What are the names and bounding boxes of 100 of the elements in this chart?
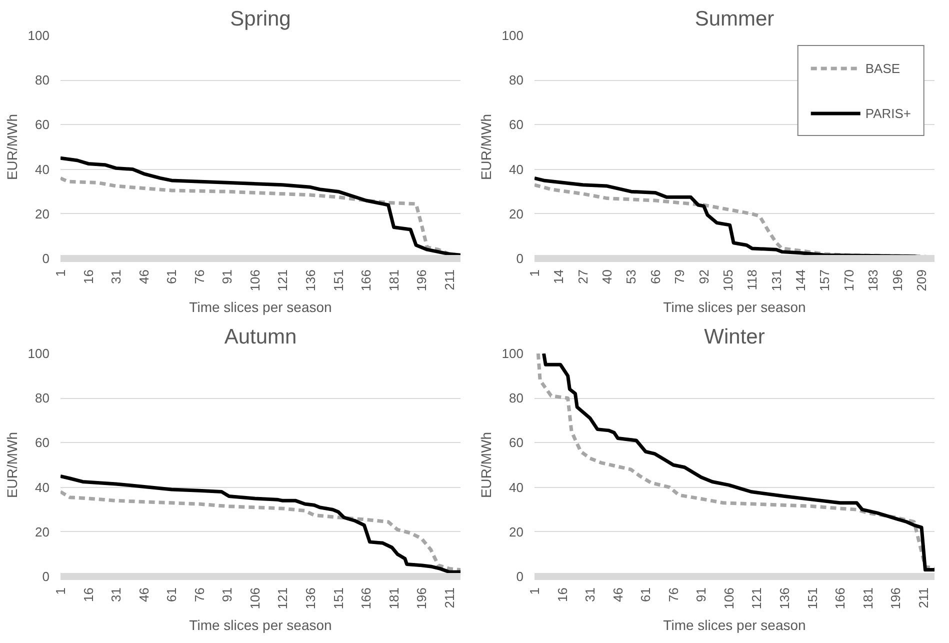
x-tick-label: 76 (192, 269, 207, 284)
x-tick-label: 196 (414, 587, 430, 610)
x-tick-label: 105 (720, 269, 736, 292)
line-series (60, 490, 460, 572)
x-tick-label: 61 (164, 587, 180, 602)
x-tick-label: 31 (108, 587, 124, 602)
legend-label: BASE (865, 60, 900, 76)
x-tick-label: 166 (358, 587, 374, 610)
y-tick-label: 0 (42, 251, 50, 266)
x-tick-label: 1 (53, 587, 68, 595)
x-tick-label: 144 (793, 269, 808, 292)
x-tick-label: 14 (551, 269, 566, 284)
x-axis-title: Time slices per season (189, 617, 332, 634)
x-tick-label: 211 (916, 587, 931, 608)
y-tick-label: 20 (509, 206, 524, 222)
x-tick-label: 209 (914, 269, 929, 292)
x-tick-label: 181 (386, 269, 402, 292)
y-tick-label: 40 (35, 480, 50, 495)
x-tick-label: 136 (303, 269, 318, 292)
x-tick-label: 181 (386, 587, 402, 610)
x-tick-label: 92 (696, 269, 712, 284)
y-tick-label: 40 (509, 480, 524, 495)
y-tick-label: 100 (502, 28, 524, 43)
chart-title: Spring (230, 8, 291, 30)
y-tick-label: 60 (509, 435, 524, 450)
x-tick-label: 79 (672, 269, 688, 284)
line-series (60, 156, 460, 257)
y-tick-label: 80 (35, 72, 50, 88)
x-axis-title: Time slices per season (189, 299, 332, 316)
x-tick-label: 196 (890, 269, 905, 292)
x-tick-label: 16 (80, 269, 96, 284)
x-tick-label: 121 (749, 587, 764, 610)
y-tick-label: 100 (28, 28, 50, 43)
y-tick-label: 100 (502, 346, 524, 361)
x-tick-label: 106 (721, 587, 736, 610)
x-tick-label: 46 (610, 587, 626, 602)
y-tick-label: 60 (509, 117, 524, 132)
x-tick-label: 31 (108, 269, 124, 284)
legend-label: PARIS+ (865, 106, 911, 120)
y-tick-label: 60 (35, 117, 50, 132)
y-tick-label: 80 (35, 390, 50, 406)
x-tick-label: 66 (648, 269, 663, 284)
x-axis-title: Time slices per season (663, 299, 806, 316)
x-tick-label: 27 (575, 269, 590, 284)
y-tick-label: 80 (509, 390, 524, 406)
x-tick-label: 106 (247, 587, 262, 610)
x-tick-label: 151 (330, 269, 346, 292)
x-tick-label: 211 (442, 269, 457, 290)
y-tick-label: 20 (509, 524, 524, 540)
x-tick-label: 76 (192, 587, 207, 602)
x-tick-label: 91 (220, 269, 235, 284)
chart-title: Summer (694, 8, 774, 30)
x-tick-label: 183 (866, 269, 881, 292)
y-tick-label: 0 (516, 251, 524, 266)
x-tick-label: 31 (582, 587, 598, 602)
x-axis-title: Time slices per season (663, 617, 806, 634)
y-tick-label: 0 (516, 569, 524, 584)
line-series (60, 474, 460, 574)
x-tick-label: 181 (860, 587, 876, 610)
y-tick-label: 80 (509, 72, 524, 88)
y-tick-label: 20 (35, 206, 50, 222)
y-tick-label: 20 (35, 524, 50, 540)
x-tick-label: 118 (744, 269, 760, 290)
x-tick-label: 91 (694, 587, 709, 602)
y-axis-title: EUR/MWh (478, 432, 494, 498)
x-tick-label: 61 (164, 269, 180, 284)
y-tick-label: 100 (28, 346, 50, 361)
y-axis-title: EUR/MWh (4, 114, 20, 180)
x-tick-label: 136 (303, 587, 318, 610)
y-tick-label: 40 (35, 162, 50, 177)
x-tick-label: 196 (414, 269, 430, 292)
x-tick-label: 40 (600, 269, 615, 284)
chart-title: Winter (704, 326, 765, 348)
x-tick-label: 46 (136, 587, 152, 602)
x-tick-label: 136 (777, 587, 792, 610)
x-tick-label: 76 (666, 587, 681, 602)
y-axis-title: EUR/MWh (4, 432, 20, 498)
x-tick-label: 16 (80, 587, 96, 602)
x-tick-label: 1 (527, 269, 542, 277)
x-tick-label: 46 (136, 269, 152, 284)
x-tick-label: 211 (442, 587, 457, 608)
x-tick-label: 196 (888, 587, 904, 610)
x-tick-label: 166 (832, 587, 848, 610)
chart-title: Autumn (224, 326, 297, 348)
x-tick-label: 61 (638, 587, 654, 602)
x-tick-label: 1 (527, 587, 542, 595)
x-tick-label: 106 (247, 269, 262, 292)
x-tick-label: 170 (841, 269, 856, 292)
x-tick-label: 121 (275, 269, 290, 292)
y-tick-label: 40 (509, 162, 524, 177)
x-tick-label: 1 (53, 269, 68, 277)
x-tick-label: 121 (275, 587, 290, 610)
x-tick-label: 151 (804, 587, 820, 610)
x-tick-label: 157 (817, 269, 832, 292)
x-tick-label: 131 (768, 269, 784, 292)
x-tick-label: 53 (624, 269, 639, 284)
x-tick-label: 151 (330, 587, 346, 610)
y-tick-label: 60 (35, 435, 50, 450)
y-axis-title: EUR/MWh (478, 114, 494, 180)
x-tick-label: 166 (358, 269, 374, 292)
